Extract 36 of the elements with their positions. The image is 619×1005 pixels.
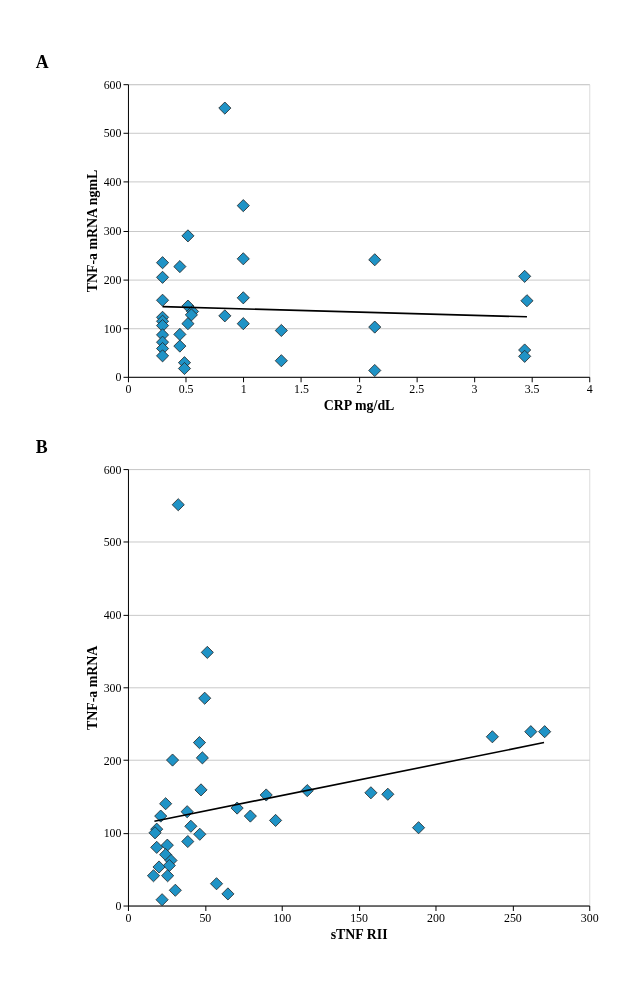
- x-tick-label: 300: [580, 910, 599, 925]
- x-tick-label: 3.5: [524, 382, 540, 397]
- x-axis-title: sTNF RII: [330, 926, 388, 942]
- y-tick-label: 0: [115, 899, 122, 914]
- y-tick-label: 400: [103, 175, 122, 190]
- y-tick-label: 500: [103, 535, 122, 550]
- x-axis-title: CRP mg/dL: [323, 398, 395, 414]
- y-tick-label: 400: [103, 608, 122, 623]
- y-tick-label: 100: [103, 321, 122, 336]
- x-tick-label: 2: [356, 382, 363, 397]
- x-tick-label: 150: [350, 910, 369, 925]
- y-tick-label: 600: [103, 77, 122, 92]
- x-tick-label: 50: [199, 910, 212, 925]
- y-tick-label: 300: [103, 223, 122, 238]
- y-tick-label: 600: [103, 462, 122, 477]
- y-tick-label: 0: [115, 370, 122, 385]
- y-axis-title: TNF-a mRNA ngmL: [84, 169, 100, 293]
- x-tick-label: 1: [240, 382, 247, 397]
- y-tick-label: 300: [103, 680, 122, 695]
- chart-title: B: [35, 437, 48, 458]
- y-tick-label: 100: [103, 826, 122, 841]
- x-tick-label: 3: [471, 382, 478, 397]
- x-tick-label: 250: [503, 910, 522, 925]
- x-tick-label: 4: [586, 382, 593, 397]
- y-tick-label: 200: [103, 272, 122, 287]
- chart-title: A: [35, 52, 49, 73]
- x-tick-label: 200: [427, 910, 445, 925]
- x-tick-label: 1.5: [294, 382, 309, 397]
- x-tick-label: 100: [273, 910, 292, 925]
- x-tick-label: 0: [125, 910, 132, 925]
- y-tick-label: 200: [103, 753, 122, 768]
- x-tick-label: 2.5: [409, 382, 425, 397]
- y-axis-title: TNF-a mRNA: [84, 645, 100, 731]
- y-tick-label: 500: [103, 126, 122, 141]
- x-tick-label: 0: [125, 382, 132, 397]
- x-tick-label: 0.5: [178, 382, 194, 397]
